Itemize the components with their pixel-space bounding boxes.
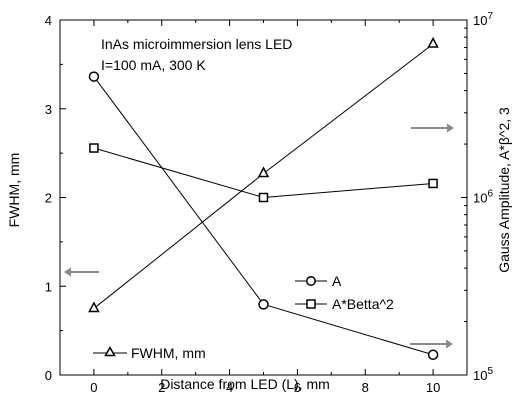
y-right-tick-label: 105 bbox=[473, 366, 493, 383]
y-right-tick-label: 106 bbox=[473, 189, 493, 206]
data-point-circle bbox=[427, 349, 439, 361]
legend-entry-a-betta2: A*Betta^2 bbox=[295, 296, 394, 312]
axis-arrows bbox=[64, 123, 454, 349]
y-left-tick-label: 0 bbox=[45, 368, 52, 383]
axis-arrow-head bbox=[446, 339, 453, 349]
legend-label-a-betta2: A*Betta^2 bbox=[332, 296, 394, 312]
y-left-tick-label: 1 bbox=[45, 279, 52, 294]
data-point-triangle bbox=[88, 301, 100, 313]
x-axis-label: Distance from LED (L), mm bbox=[160, 376, 330, 392]
data-point-square bbox=[428, 178, 438, 189]
series-line-0 bbox=[93, 76, 434, 356]
annotation-line-1: InAs microimmersion lens LED bbox=[101, 36, 292, 52]
x-tick-label: 2 bbox=[158, 380, 165, 395]
legend-entry-a: A bbox=[295, 273, 342, 289]
y-axis-left-label: FWHM, mm bbox=[6, 153, 22, 228]
x-tick-label: 4 bbox=[226, 380, 233, 395]
y-left-tick-label: 2 bbox=[45, 191, 52, 206]
legend: A A*Betta^2 FWHM, mm bbox=[93, 273, 394, 361]
data-point-circle bbox=[88, 71, 100, 82]
data-point-circle bbox=[258, 299, 269, 310]
axis-ticks: 0 2 4 6 8 10 0 1 2 3 4 105 106 107 bbox=[45, 11, 494, 395]
legend-label-fwhm: FWHM, mm bbox=[131, 345, 206, 361]
y-left-tick-label: 4 bbox=[45, 13, 52, 28]
y-axis-right-label: Gauss Amplitude, A*β^2, 3 bbox=[496, 107, 512, 273]
data-point-square bbox=[258, 192, 269, 203]
data-point-triangle bbox=[427, 36, 439, 48]
axis-arrow-head bbox=[447, 123, 454, 133]
y-left-tick-label: 3 bbox=[45, 102, 52, 117]
series-layer bbox=[88, 36, 439, 361]
legend-entry-fwhm: FWHM, mm bbox=[93, 345, 206, 361]
data-point-triangle bbox=[257, 166, 270, 178]
x-tick-label: 6 bbox=[294, 380, 301, 395]
data-point-square bbox=[89, 143, 99, 153]
legend-label-a: A bbox=[332, 273, 342, 289]
annotation-line-2: I=100 mA, 300 K bbox=[101, 57, 206, 73]
x-tick-label: 0 bbox=[90, 380, 97, 395]
y-right-tick-label: 107 bbox=[473, 11, 493, 28]
x-tick-label: 8 bbox=[362, 380, 369, 395]
x-tick-label: 10 bbox=[426, 380, 440, 395]
axis-arrow-head bbox=[64, 267, 71, 277]
